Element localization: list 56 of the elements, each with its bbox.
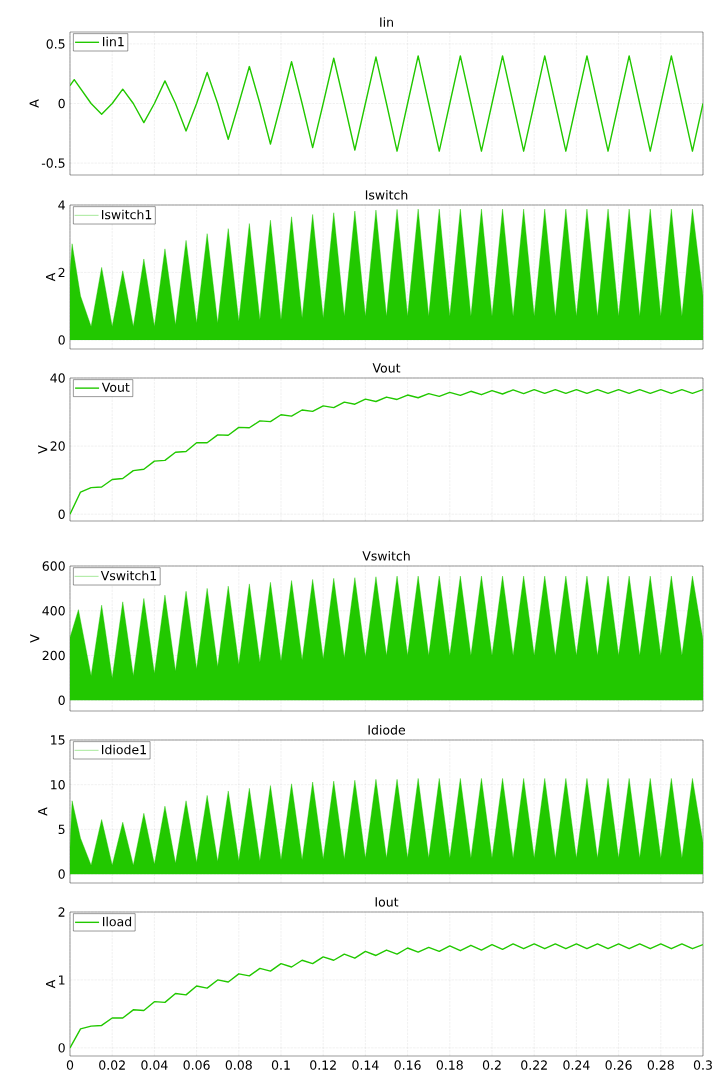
- chart-title: Vswitch: [362, 550, 410, 561]
- chart-title: Idiode: [368, 724, 405, 735]
- x-tick-label: 0.12: [310, 1060, 336, 1070]
- x-tick-label: 0.14: [352, 1060, 379, 1070]
- x-tick-label: 0.28: [647, 1060, 674, 1070]
- y-tick-label: 0: [58, 1043, 65, 1053]
- y-axis-title: A: [29, 99, 39, 108]
- y-tick-label: 2: [58, 267, 65, 278]
- chart-title: Iin: [380, 17, 393, 27]
- y-axis-title: V: [38, 445, 48, 454]
- x-tick-label: 0.08: [225, 1060, 252, 1070]
- y-tick-label: 600: [42, 561, 65, 571]
- y-tick-label: 5: [58, 824, 65, 835]
- line-series: [69, 55, 703, 152]
- y-tick-label: 400: [42, 606, 65, 616]
- y-tick-label: 0.5: [46, 39, 65, 49]
- y-tick-label: 0: [58, 695, 65, 705]
- x-tick-label: 0.3: [693, 1060, 712, 1070]
- chart-title: Vout: [372, 363, 401, 373]
- x-tick-label: 0.04: [141, 1060, 168, 1070]
- legend-label: Vout: [101, 382, 130, 392]
- y-axis-title: A: [38, 807, 48, 816]
- legend-label: Iin1: [102, 36, 124, 47]
- x-tick-label: 0.02: [99, 1060, 125, 1070]
- y-tick-label: 0: [58, 98, 65, 109]
- x-tick-label: 0.16: [394, 1060, 421, 1070]
- y-tick-label: 40: [50, 373, 65, 383]
- y-tick-label: 20: [50, 441, 65, 451]
- x-tick-label: 0: [66, 1060, 74, 1070]
- y-tick-label: 4: [58, 200, 65, 210]
- x-tick-label: 0.24: [563, 1060, 590, 1070]
- chart-title: Iout: [375, 897, 399, 907]
- y-tick-label: -0.5: [41, 158, 65, 168]
- legend-label: Vswitch1: [100, 570, 156, 581]
- y-tick-label: 10: [51, 779, 65, 790]
- y-axis-title: V: [30, 634, 40, 643]
- y-axis-title: A: [45, 979, 56, 989]
- y-tick-label: 0: [58, 335, 65, 345]
- y-axis-title: A: [45, 272, 56, 282]
- legend-label: Iswitch1: [101, 209, 152, 220]
- x-tick-label: 0.26: [605, 1060, 632, 1070]
- x-tick-label: 0.22: [521, 1060, 547, 1070]
- y-tick-label: 0: [58, 509, 65, 519]
- line-series: [69, 943, 703, 1049]
- y-tick-label: 200: [42, 650, 65, 661]
- legend-label: Idiode1: [101, 744, 146, 755]
- y-tick-label: 1: [59, 975, 65, 985]
- y-tick-label: 15: [51, 735, 65, 745]
- x-tick-label: 0.18: [436, 1060, 463, 1070]
- legend-label: Iload: [102, 916, 131, 927]
- x-tick-label: 0.2: [482, 1060, 501, 1070]
- y-tick-label: 2: [58, 907, 65, 917]
- x-tick-label: 0.06: [183, 1060, 210, 1070]
- x-tick-label: 0.1: [271, 1060, 290, 1070]
- y-tick-label: 0: [58, 869, 65, 879]
- chart-title: Iswitch: [365, 189, 408, 200]
